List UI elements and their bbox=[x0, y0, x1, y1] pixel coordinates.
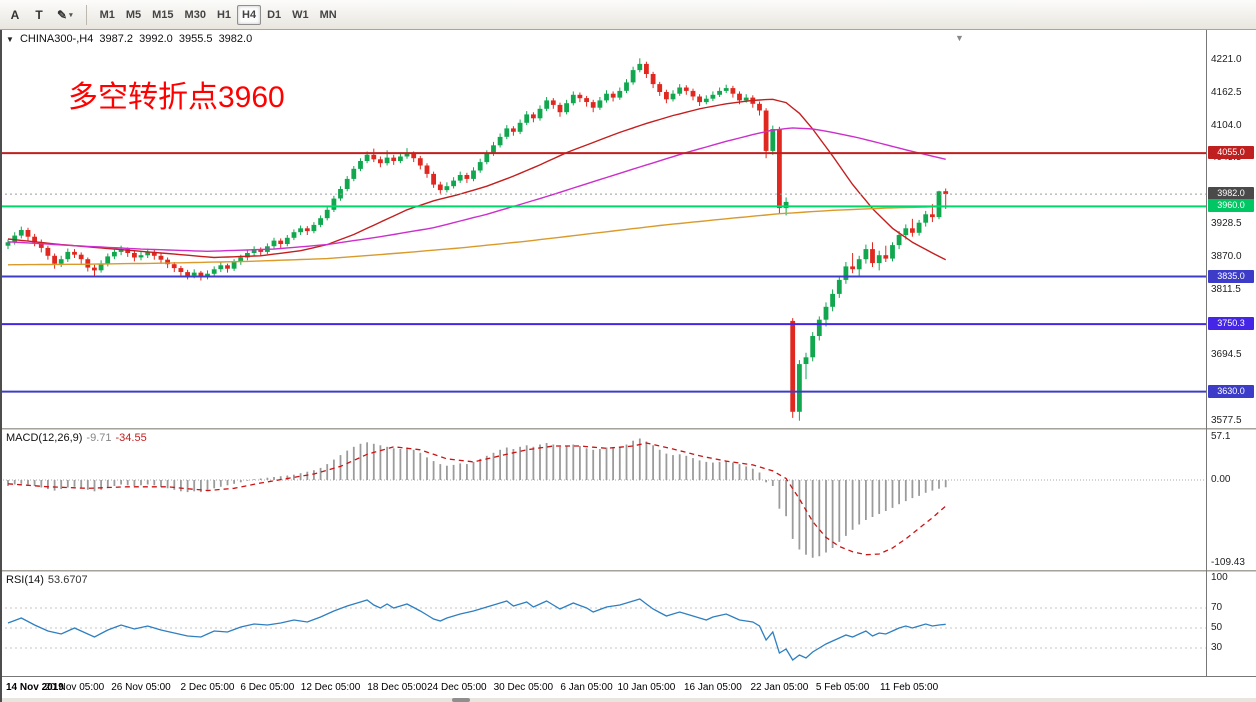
main-chart-panel[interactable]: ▼ CHINA300-,H4 3987.2 3992.0 3955.5 3982… bbox=[0, 30, 1256, 428]
timeframe-button-m1[interactable]: M1 bbox=[95, 5, 120, 25]
time-axis-label: 20 Nov 05:00 bbox=[44, 682, 105, 693]
symbol-quote: ▼ CHINA300-,H4 3987.2 3992.0 3955.5 3982… bbox=[6, 33, 255, 45]
rsi-name: RSI(14) bbox=[6, 574, 44, 586]
time-axis-label: 2 Dec 05:00 bbox=[180, 682, 235, 693]
time-axis[interactable]: 14 Nov 2019 20 Nov 05:00 26 Nov 05:00 2 Dec… bbox=[0, 676, 1256, 698]
macd-signal-line bbox=[7, 442, 947, 556]
bottom-strip bbox=[0, 698, 1256, 702]
axis-separator-line bbox=[1206, 30, 1207, 676]
symbol-dropdown-icon[interactable]: ▼ bbox=[6, 35, 14, 44]
toolbar-separator bbox=[85, 4, 87, 25]
ma-slow-orange bbox=[7, 205, 946, 266]
timeframe-button-d1[interactable]: D1 bbox=[262, 5, 286, 25]
ma-medium-magenta bbox=[7, 127, 946, 253]
macd-label: MACD(12,26,9) -9.71 -34.55 bbox=[6, 432, 147, 444]
rsi-panel[interactable]: RSI(14) 53.6707 100 70 50 30 bbox=[0, 572, 1256, 676]
annotation-text[interactable]: 多空转折点3960 bbox=[68, 81, 285, 114]
main-chart-svg[interactable] bbox=[0, 30, 1256, 428]
time-axis-label: 30 Dec 05:00 bbox=[493, 682, 554, 693]
time-axis-label: 6 Jan 05:00 bbox=[560, 682, 613, 693]
font-tool-button[interactable]: A bbox=[4, 4, 26, 26]
macd-svg[interactable] bbox=[0, 430, 1256, 570]
pencil-icon: ✎ bbox=[57, 7, 68, 22]
quote-close: 3982.0 bbox=[218, 33, 253, 45]
timeframe-button-w1[interactable]: W1 bbox=[287, 5, 314, 25]
time-axis-label: 18 Dec 05:00 bbox=[367, 682, 427, 693]
window-left-border bbox=[0, 30, 2, 702]
rsi-line bbox=[7, 598, 946, 661]
panel-splitter[interactable] bbox=[0, 570, 1256, 572]
rsi-plot[interactable] bbox=[0, 572, 1256, 676]
time-axis-label: 24 Dec 05:00 bbox=[427, 682, 487, 693]
toolbar: A T ✎ ▾ M1 M5 M15 M30 H1 H4 D1 W1 MN bbox=[0, 0, 1256, 30]
timeframe-button-mn[interactable]: MN bbox=[315, 5, 342, 25]
time-axis-label: 5 Feb 05:00 bbox=[815, 682, 870, 693]
time-axis-label: 11 Feb 05:00 bbox=[879, 682, 939, 693]
rsi-label: RSI(14) 53.6707 bbox=[6, 574, 88, 586]
panel-splitter[interactable] bbox=[0, 428, 1256, 430]
time-axis-label: 26 Nov 05:00 bbox=[111, 682, 171, 693]
chevron-down-icon: ▾ bbox=[69, 11, 73, 19]
quote-high: 3992.0 bbox=[139, 33, 173, 45]
time-axis-label: 22 Jan 05:00 bbox=[750, 682, 809, 693]
chart-panels: ▼ CHINA300-,H4 3987.2 3992.0 3955.5 3982… bbox=[0, 30, 1256, 702]
quote-open: 3987.2 bbox=[99, 33, 134, 45]
rsi-value: 53.6707 bbox=[47, 574, 88, 586]
timeframe-button-m15[interactable]: M15 bbox=[147, 5, 178, 25]
chart-shift-marker[interactable]: ▼ bbox=[955, 33, 964, 43]
draw-tool-button[interactable]: ✎ ▾ bbox=[52, 4, 78, 26]
macd-name: MACD(12,26,9) bbox=[6, 432, 83, 444]
scrollbar-thumb[interactable] bbox=[452, 698, 470, 702]
time-axis-label: 10 Jan 05:00 bbox=[617, 682, 676, 693]
timeframe-button-m5[interactable]: M5 bbox=[121, 5, 146, 25]
price-plot[interactable] bbox=[0, 30, 1256, 428]
time-axis-label: 6 Dec 05:00 bbox=[240, 682, 295, 693]
ma-fast-red bbox=[7, 98, 947, 261]
text-tool-button[interactable]: T bbox=[28, 4, 50, 26]
quote-symbol: CHINA300-,H4 bbox=[19, 33, 94, 45]
macd-panel[interactable]: MACD(12,26,9) -9.71 -34.55 57.1 0.00 -109.43 bbox=[0, 430, 1256, 570]
macd-signal-value: -34.55 bbox=[115, 432, 147, 444]
macd-plot[interactable] bbox=[0, 430, 1256, 570]
time-axis-label: 12 Dec 05:00 bbox=[300, 682, 361, 693]
timeframe-group: M1 M5 M15 M30 H1 H4 D1 W1 MN bbox=[95, 4, 342, 25]
timeframe-button-h4[interactable]: H4 bbox=[237, 4, 262, 25]
macd-value: -9.71 bbox=[86, 432, 112, 444]
timeframe-button-m30[interactable]: M30 bbox=[180, 5, 211, 25]
time-axis-label: 16 Jan 05:00 bbox=[683, 682, 742, 693]
time-axis-label: 14 Nov 2019 bbox=[6, 682, 64, 693]
timeframe-button-h1[interactable]: H1 bbox=[212, 5, 236, 25]
quote-low: 3955.5 bbox=[178, 33, 213, 45]
rsi-svg[interactable] bbox=[0, 572, 1256, 676]
